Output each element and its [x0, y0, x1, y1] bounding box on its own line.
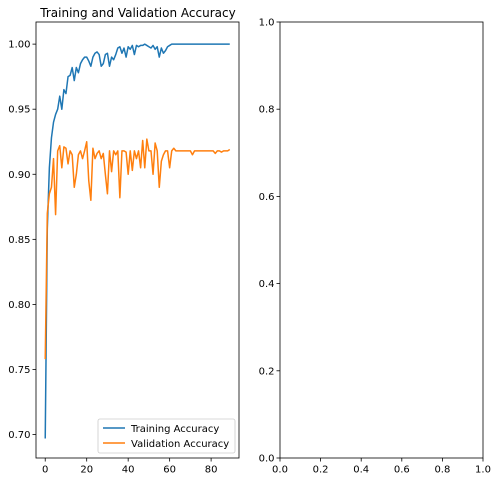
legend-label-validation: Validation Accuracy	[131, 439, 229, 450]
left-y-tick-label: 0.80	[8, 300, 30, 311]
right-x-tick-label: 0.4	[353, 465, 369, 476]
right-x-tick-label: 0.8	[434, 465, 450, 476]
legend-label-training: Training Accuracy	[130, 424, 219, 435]
right-y-tick-label: 0.0	[259, 454, 275, 465]
left-y-tick-label: 0.95	[8, 105, 30, 116]
right-y-tick-label: 1.0	[259, 18, 275, 29]
left-y-tick-label: 0.85	[8, 235, 30, 246]
right-x-tick-label: 1.0	[475, 465, 491, 476]
left-x-tick-label: 0	[42, 465, 48, 476]
right-y-tick-label: 0.4	[259, 279, 275, 290]
right-x-tick-label: 0.2	[313, 465, 329, 476]
left-x-tick-label: 60	[163, 465, 176, 476]
left-y-tick-label: 0.90	[8, 170, 30, 181]
left-y-tick-label: 0.75	[8, 365, 30, 376]
chart-title: Training and Validation Accuracy	[39, 6, 235, 20]
right-x-tick-label: 0.0	[272, 465, 288, 476]
left-x-tick-label: 40	[122, 465, 135, 476]
left-y-tick-label: 0.70	[8, 430, 30, 441]
right-y-tick-label: 0.6	[259, 192, 275, 203]
left-x-tick-label: 20	[80, 465, 93, 476]
left-y-tick-label: 1.00	[8, 40, 30, 51]
right-x-tick-label: 0.6	[394, 465, 410, 476]
legend: Training Accuracy Validation Accuracy	[98, 419, 235, 453]
right-y-tick-label: 0.8	[259, 105, 275, 116]
left-x-tick-label: 80	[205, 465, 218, 476]
right-y-tick-label: 0.2	[259, 366, 275, 377]
